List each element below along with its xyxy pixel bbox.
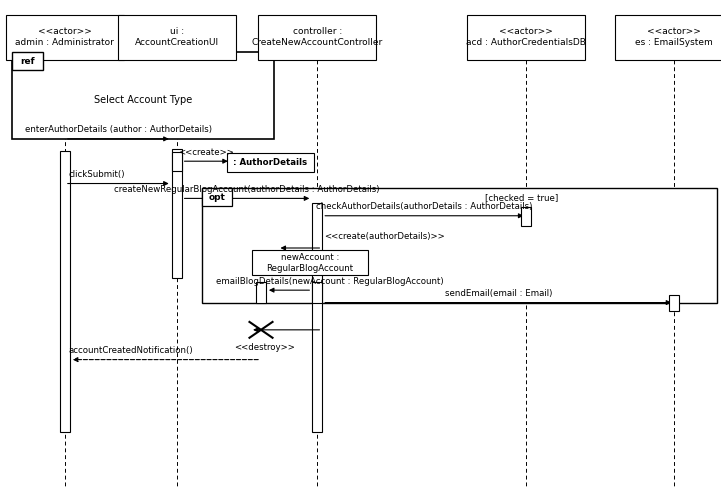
Text: opt: opt xyxy=(208,193,226,202)
Text: <<create>>: <<create>> xyxy=(178,148,234,157)
FancyBboxPatch shape xyxy=(312,282,322,303)
Text: emailBlogDetails(newAccount : RegularBlogAccount): emailBlogDetails(newAccount : RegularBlo… xyxy=(216,277,444,286)
Text: newAccount :
RegularBlogAccount: newAccount : RegularBlogAccount xyxy=(267,253,353,273)
Text: enterAuthorDetails (author : AuthorDetails): enterAuthorDetails (author : AuthorDetai… xyxy=(25,125,212,134)
FancyBboxPatch shape xyxy=(312,203,322,432)
Text: <<actor>>
acd : AuthorCredentialsDB: <<actor>> acd : AuthorCredentialsDB xyxy=(466,27,586,47)
FancyBboxPatch shape xyxy=(6,15,124,60)
Text: Select Account Type: Select Account Type xyxy=(94,95,193,106)
FancyBboxPatch shape xyxy=(202,188,232,206)
Text: [checked = true]: [checked = true] xyxy=(485,193,558,202)
FancyBboxPatch shape xyxy=(252,250,368,275)
Text: <<destroy>>: <<destroy>> xyxy=(234,343,295,352)
FancyBboxPatch shape xyxy=(521,207,531,226)
Text: createNewRegularBlogAccount(authorDetails : AuthorDetails): createNewRegularBlogAccount(authorDetail… xyxy=(114,185,380,194)
Text: accountCreatedNotification(): accountCreatedNotification() xyxy=(68,346,193,355)
FancyBboxPatch shape xyxy=(615,15,721,60)
Text: controller :
CreateNewAccountController: controller : CreateNewAccountController xyxy=(252,27,383,47)
Text: clickSubmit(): clickSubmit() xyxy=(68,170,125,179)
FancyBboxPatch shape xyxy=(227,153,314,172)
FancyBboxPatch shape xyxy=(467,15,585,60)
FancyBboxPatch shape xyxy=(12,52,274,139)
FancyBboxPatch shape xyxy=(118,15,236,60)
Text: <<actor>>
admin : Administrator: <<actor>> admin : Administrator xyxy=(15,27,115,47)
FancyBboxPatch shape xyxy=(172,152,182,171)
Text: <<create(authorDetails)>>: <<create(authorDetails)>> xyxy=(324,232,445,241)
FancyBboxPatch shape xyxy=(202,188,717,303)
FancyBboxPatch shape xyxy=(669,295,679,311)
Text: sendEmail(email : Email): sendEmail(email : Email) xyxy=(445,289,552,298)
FancyBboxPatch shape xyxy=(256,282,266,303)
FancyBboxPatch shape xyxy=(12,52,43,70)
Text: : AuthorDetails: : AuthorDetails xyxy=(234,158,307,167)
Text: ref: ref xyxy=(20,57,35,65)
FancyBboxPatch shape xyxy=(60,151,70,432)
Text: <<actor>>
es : EmailSystem: <<actor>> es : EmailSystem xyxy=(635,27,713,47)
FancyBboxPatch shape xyxy=(258,15,376,60)
Text: checkAuthorDetails(authorDetails : AuthorDetails): checkAuthorDetails(authorDetails : Autho… xyxy=(316,202,533,211)
Text: ui :
AccountCreationUI: ui : AccountCreationUI xyxy=(135,27,218,47)
FancyBboxPatch shape xyxy=(172,149,182,278)
